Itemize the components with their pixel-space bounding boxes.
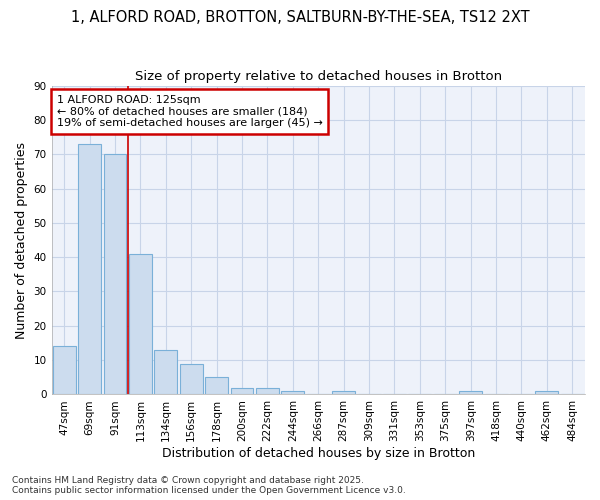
Bar [332,391,355,394]
Bar [129,254,152,394]
X-axis label: Distribution of detached houses by size in Brotton: Distribution of detached houses by size … [161,447,475,460]
Text: 1 ALFORD ROAD: 125sqm
← 80% of detached houses are smaller (184)
19% of semi-det: 1 ALFORD ROAD: 125sqm ← 80% of detached … [57,95,323,128]
Text: Contains HM Land Registry data © Crown copyright and database right 2025.
Contai: Contains HM Land Registry data © Crown c… [12,476,406,495]
Bar [78,144,101,395]
Bar [459,391,482,394]
Y-axis label: Number of detached properties: Number of detached properties [15,142,28,338]
Bar [104,154,127,394]
Bar [154,350,177,395]
Bar [53,346,76,395]
Bar [535,391,559,394]
Bar [230,388,253,394]
Title: Size of property relative to detached houses in Brotton: Size of property relative to detached ho… [135,70,502,83]
Bar [205,378,228,394]
Text: 1, ALFORD ROAD, BROTTON, SALTBURN-BY-THE-SEA, TS12 2XT: 1, ALFORD ROAD, BROTTON, SALTBURN-BY-THE… [71,10,529,25]
Bar [180,364,203,394]
Bar [281,391,304,394]
Bar [256,388,279,394]
